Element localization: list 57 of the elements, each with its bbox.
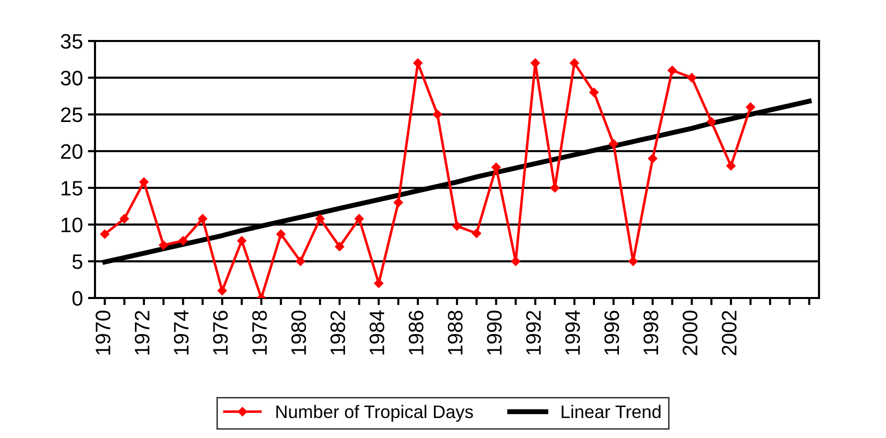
point <box>628 256 638 266</box>
point <box>530 58 540 68</box>
point <box>394 198 403 208</box>
x-tick-label: 1988 <box>448 310 463 355</box>
x-tick-label: 1984 <box>370 310 384 355</box>
y-tick-label: 30 <box>60 70 82 86</box>
y-tick-label: 10 <box>62 218 82 232</box>
point <box>589 88 599 98</box>
legend-label: Linear Trend <box>562 404 660 418</box>
x-tick-label: 1994 <box>565 310 580 355</box>
point <box>315 214 325 224</box>
y-tick-label: 35 <box>60 34 82 49</box>
x-tick-label: 1990 <box>486 310 502 355</box>
point <box>452 221 462 231</box>
point <box>100 229 110 239</box>
point <box>687 73 696 82</box>
point <box>198 214 208 224</box>
x-tick-label: 1974 <box>174 310 189 355</box>
x-tick-label: 1976 <box>213 310 228 355</box>
x-tick-label: 1978 <box>252 310 267 355</box>
point <box>746 102 756 112</box>
x-tick-label: 1996 <box>604 310 620 355</box>
y-tick-label: 0 <box>72 291 82 306</box>
x-tick-label: 2002 <box>722 310 737 356</box>
point <box>432 110 442 120</box>
point <box>276 229 286 239</box>
point <box>158 240 168 250</box>
point <box>218 286 227 296</box>
point <box>706 117 716 126</box>
point <box>178 236 188 246</box>
point <box>354 214 364 224</box>
y-tick-label: 15 <box>62 181 82 196</box>
point <box>139 177 149 187</box>
x-tick-label: 1992 <box>526 310 541 355</box>
x-tick-label: 1972 <box>134 310 150 355</box>
point <box>296 256 306 266</box>
point <box>237 236 246 246</box>
point <box>668 66 677 75</box>
legend-label: Number of Tropical Days <box>276 404 473 422</box>
x-tick-label: 1998 <box>644 310 658 355</box>
x-tick-label: 1970 <box>96 310 110 355</box>
x-tick-label: 1982 <box>330 310 346 355</box>
point <box>334 242 344 252</box>
x-tick-label: 2000 <box>682 310 698 356</box>
point <box>608 139 618 148</box>
point <box>511 256 520 266</box>
point <box>648 154 658 164</box>
x-tick-label: 1980 <box>291 310 306 355</box>
y-tick-label: 5 <box>72 254 82 270</box>
point <box>413 58 422 68</box>
point <box>570 58 580 68</box>
y-tick-label: 25 <box>61 107 82 122</box>
point <box>472 228 482 238</box>
point <box>120 214 129 224</box>
y-tick-label: 20 <box>61 144 82 159</box>
x-tick-label: 1986 <box>408 310 424 355</box>
point <box>726 161 736 170</box>
